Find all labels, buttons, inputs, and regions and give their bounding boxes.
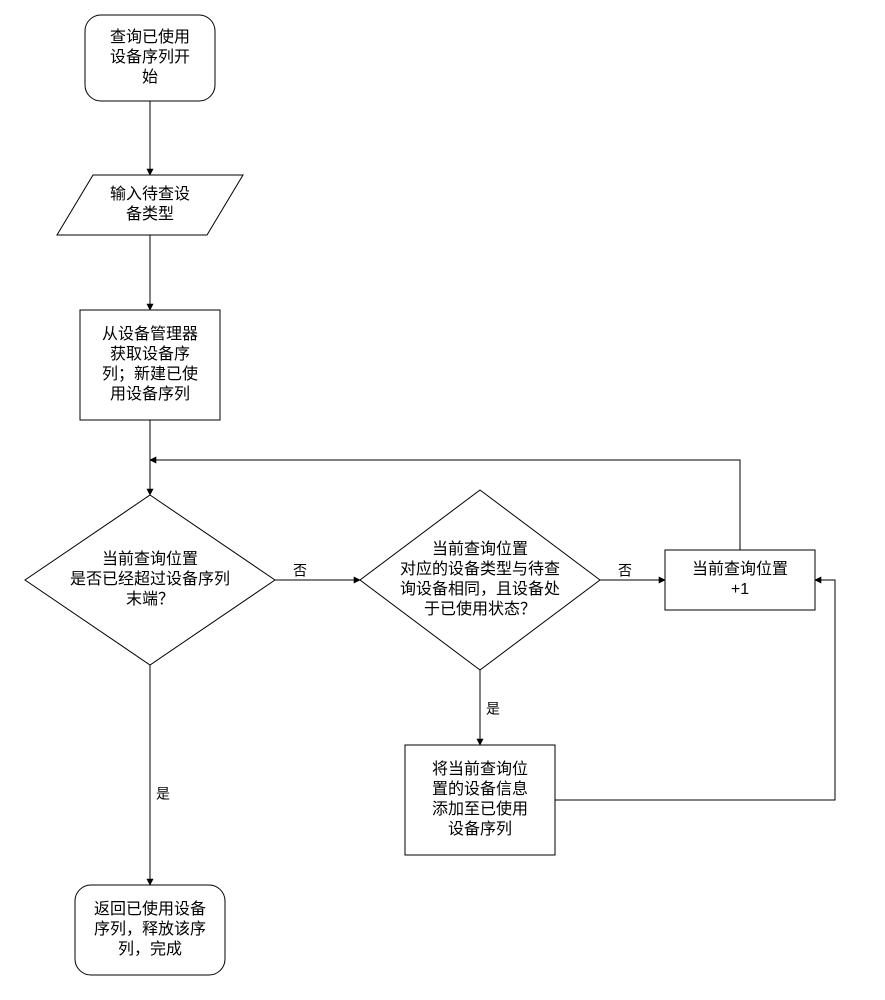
decision2-line-1: 对应的设备类型与待查: [400, 559, 560, 578]
start-line-1: 设备序列开: [110, 48, 190, 66]
edge-label-5: 否: [618, 563, 632, 579]
edge-label-3: 否: [293, 563, 307, 579]
input-line-0: 输入待查设: [110, 185, 190, 203]
process2-line-3: 设备序列: [448, 820, 512, 838]
process2-line-0: 将当前查询位: [432, 760, 528, 778]
process1-line-2: 列；新建已使: [102, 365, 198, 383]
flowchart-diagram: 否是 否是 查询已使用设备序列开始输入待查设备类型从设备管理器获取设备序列；新建已使…: [0, 0, 885, 1000]
end-line-0: 返回已使用设备: [94, 900, 206, 918]
input-line-1: 备类型: [126, 205, 174, 223]
process1-line-3: 用设备序列: [110, 385, 190, 403]
process3-line-0: 当前查询位置: [692, 560, 788, 578]
edge-label-6: 是: [486, 701, 500, 717]
end-line-1: 序列，释放该序: [94, 920, 206, 938]
decision2-line-2: 询设备相同，且设备处: [400, 580, 560, 598]
start-line-2: 始: [142, 68, 158, 86]
decision2-shape: [360, 490, 600, 670]
start-line-0: 查询已使用: [110, 28, 190, 46]
process2-line-2: 添加至已使用: [432, 800, 528, 818]
decision1-line-0: 当前查询位置: [102, 550, 198, 568]
process2-line-1: 置的设备信息: [432, 780, 528, 798]
end-line-2: 列，完成: [118, 940, 182, 958]
edge-7: [555, 580, 835, 800]
input-shape: [57, 175, 243, 235]
process1-line-0: 从设备管理器: [102, 325, 198, 343]
decision2-line-0: 当前查询位置: [432, 540, 528, 558]
process3-line-1: +1: [731, 581, 749, 598]
process1-line-1: 获取设备序: [110, 345, 190, 363]
decision1-line-1: 是否已经超过设备序列: [70, 570, 230, 588]
process3-shape: [665, 550, 815, 610]
decision1-line-2: 末端？: [126, 590, 174, 608]
decision2-line-3: 于已使用状态？: [424, 600, 536, 618]
edge-label-4: 是: [156, 786, 170, 802]
